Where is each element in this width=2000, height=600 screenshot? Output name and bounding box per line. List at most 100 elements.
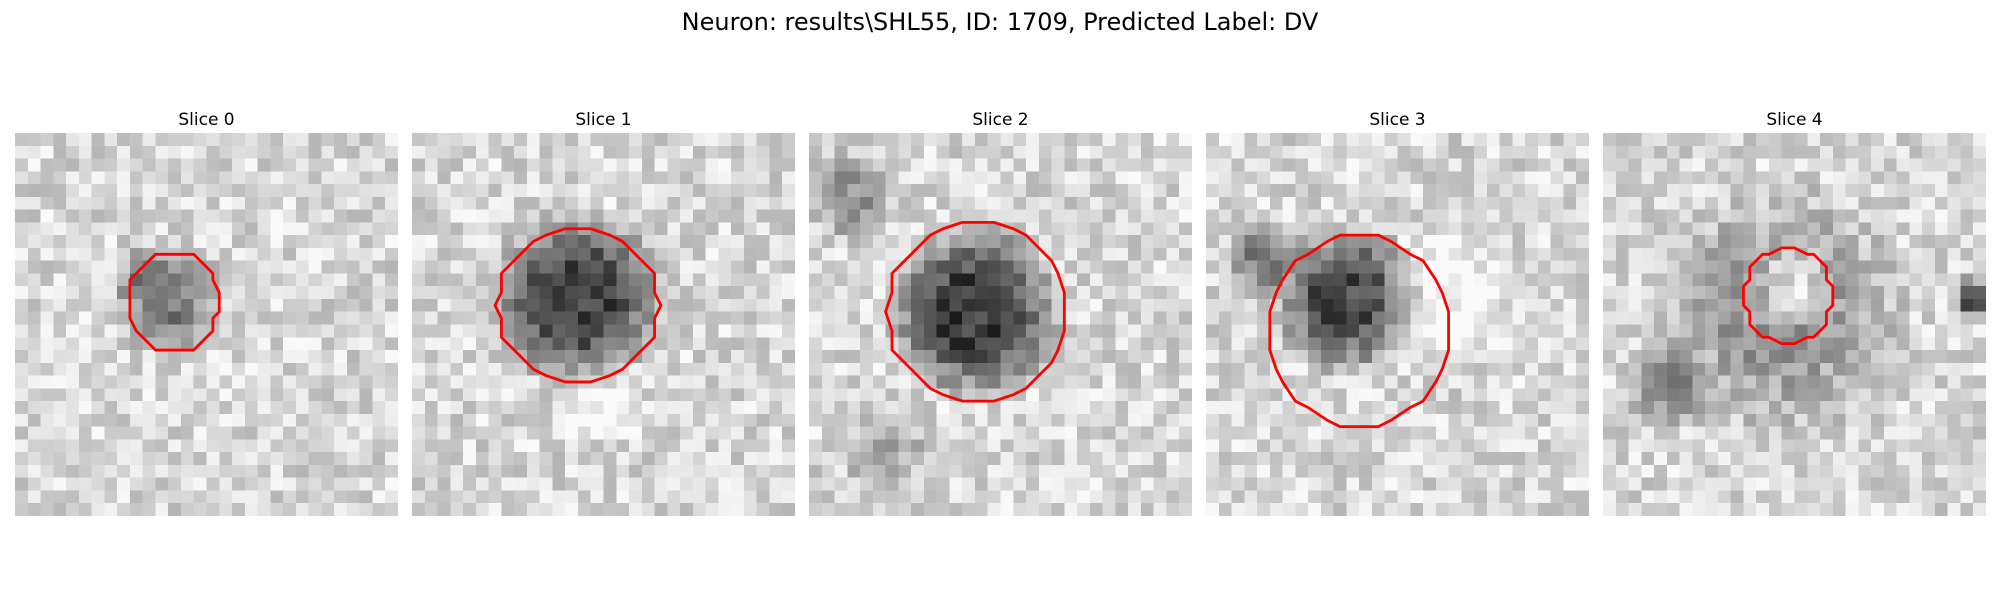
pixel: [1499, 362, 1513, 376]
pixel: [1871, 311, 1885, 325]
pixel: [1346, 222, 1360, 236]
pixel: [1359, 350, 1373, 364]
pixel: [731, 375, 745, 389]
pixel: [15, 426, 29, 440]
pixel: [1909, 490, 1923, 504]
pixel: [334, 388, 348, 402]
pixel: [295, 286, 309, 300]
pixel: [66, 477, 80, 491]
pixel: [1845, 388, 1859, 402]
pixel: [1320, 477, 1334, 491]
pixel: [1743, 209, 1757, 223]
pixel: [1371, 133, 1385, 147]
pixel: [1909, 286, 1923, 300]
pixel: [1896, 209, 1910, 223]
pixel: [142, 490, 156, 504]
pixel: [104, 490, 118, 504]
pixel: [1257, 260, 1271, 274]
pixel: [1550, 503, 1564, 516]
pixel: [488, 133, 502, 147]
pixel: [629, 388, 643, 402]
pixel: [987, 426, 1001, 440]
pixel: [346, 490, 360, 504]
pixel: [1089, 350, 1103, 364]
pixel: [1153, 158, 1167, 172]
pixel: [1153, 401, 1167, 415]
pixel: [1410, 273, 1424, 287]
pixel: [923, 350, 937, 364]
pixel: [616, 209, 630, 223]
pixel: [1576, 145, 1589, 159]
pixel: [424, 477, 438, 491]
pixel: [1384, 350, 1398, 364]
pixel: [219, 184, 233, 198]
pixel: [1448, 464, 1462, 478]
pixel: [129, 286, 143, 300]
pixel: [1896, 158, 1910, 172]
pixel: [450, 209, 464, 223]
pixel: [565, 145, 579, 159]
pixel: [437, 145, 451, 159]
pixel: [1973, 503, 1986, 516]
pixel: [1218, 260, 1232, 274]
pixel: [1525, 311, 1539, 325]
pixel: [898, 196, 912, 210]
pixel: [809, 235, 823, 249]
pixel: [756, 158, 770, 172]
pixel: [1333, 273, 1347, 287]
pixel: [1973, 324, 1986, 338]
pixel: [667, 145, 681, 159]
pixel: [949, 439, 963, 453]
pixel: [1832, 452, 1846, 466]
pixel: [1654, 235, 1668, 249]
pixel: [692, 362, 706, 376]
pixel: [911, 413, 925, 427]
slice-panel-2: Slice 2: [809, 108, 1192, 516]
pixel: [346, 477, 360, 491]
pixel: [526, 184, 540, 198]
pixel: [1845, 222, 1859, 236]
pixel: [1486, 145, 1500, 159]
pixel: [1794, 439, 1808, 453]
pixel: [1679, 362, 1693, 376]
pixel: [692, 209, 706, 223]
pixel: [1435, 337, 1449, 351]
pixel: [1206, 413, 1220, 427]
pixel: [78, 426, 92, 440]
pixel: [1231, 503, 1245, 516]
pixel: [1512, 247, 1526, 261]
pixel: [15, 350, 29, 364]
pixel: [334, 324, 348, 338]
pixel: [1679, 464, 1693, 478]
pixel: [450, 464, 464, 478]
pixel: [1077, 184, 1091, 198]
pixel: [756, 235, 770, 249]
pixel: [1166, 273, 1180, 287]
pixel: [974, 490, 988, 504]
pixel: [1218, 145, 1232, 159]
pixel: [590, 426, 604, 440]
pixel: [1257, 273, 1271, 287]
pixel: [1064, 337, 1078, 351]
pixel: [962, 209, 976, 223]
pixel: [1320, 158, 1334, 172]
pixel: [1692, 503, 1706, 516]
pixel: [1218, 247, 1232, 261]
pixel: [1909, 171, 1923, 185]
pixel: [1628, 413, 1642, 427]
pixel: [1089, 184, 1103, 198]
pixel: [1550, 145, 1564, 159]
pixel: [1743, 222, 1757, 236]
pixel: [1410, 145, 1424, 159]
pixel: [1832, 350, 1846, 364]
pixel: [949, 235, 963, 249]
pixel: [1038, 209, 1052, 223]
pixel: [756, 298, 770, 312]
pixel: [66, 503, 80, 516]
pixel: [616, 503, 630, 516]
pixel: [1883, 324, 1897, 338]
pixel: [1934, 413, 1948, 427]
pixel: [1807, 464, 1821, 478]
pixel: [1730, 235, 1744, 249]
pixel: [15, 337, 29, 351]
